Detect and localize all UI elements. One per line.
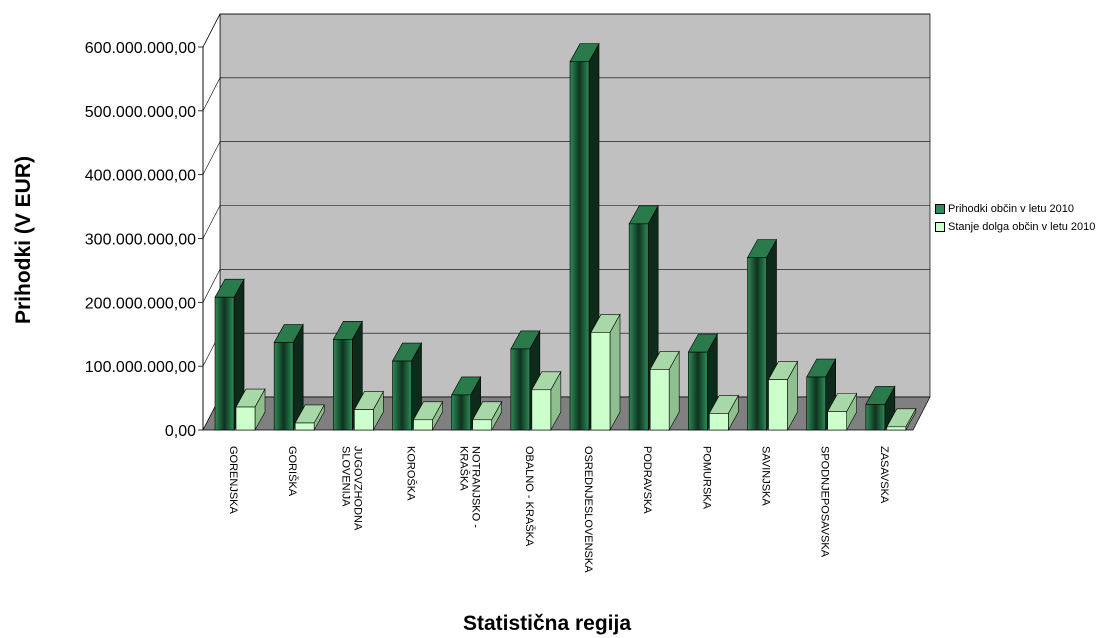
bar-front — [688, 351, 708, 431]
gridline — [202, 77, 930, 111]
gridline — [202, 13, 930, 48]
bar-front — [628, 223, 649, 431]
x-tick-line: GORIŠKA — [286, 446, 299, 497]
x-tick-line: SAVINJSKA — [760, 446, 772, 506]
bar-debt — [827, 392, 858, 432]
x-tick-line: SPODNJEPOSAVSKA — [819, 446, 831, 558]
bar-front — [214, 296, 235, 431]
bar-income — [687, 332, 718, 432]
bar-front — [413, 419, 433, 431]
x-tick-label: ZASAVSKA — [878, 446, 890, 504]
bar-front — [709, 413, 729, 431]
bar-front — [451, 394, 471, 431]
bar-front — [590, 332, 611, 431]
legend: Prihodki občin v letu 2010 Stanje dolga … — [935, 200, 1095, 236]
bar-debt — [590, 313, 621, 432]
x-tick-label: OSREDNJESLOVENSKA — [582, 446, 594, 573]
x-tick-line: SLOVENIJA — [339, 446, 351, 507]
bar-income — [273, 323, 304, 432]
x-tick-line: OSREDNJESLOVENSKA — [582, 446, 594, 573]
legend-swatch-debt — [935, 222, 945, 232]
bar-front — [865, 404, 886, 431]
bar-front — [294, 422, 315, 431]
bar-income — [214, 278, 245, 432]
x-tick-line: KOROŠKA — [405, 446, 418, 501]
bar-income — [451, 375, 482, 432]
gridline — [202, 141, 930, 175]
bar-debt — [886, 407, 917, 432]
x-axis-title: Statistična regija — [463, 612, 631, 635]
legend-item-income: Prihodki občin v letu 2010 — [935, 200, 1095, 218]
x-tick-line: GORENJSKA — [227, 446, 239, 515]
bar-debt — [531, 370, 562, 432]
y-axis-title: Prihodki (V EUR) — [12, 156, 35, 324]
x-tick-label: NOTRANJSKO -KRAŠKA — [458, 446, 482, 528]
bar-front — [354, 409, 374, 431]
x-tick-label: KOROŠKA — [405, 446, 418, 501]
gridlines — [198, 13, 930, 431]
bar-front — [235, 406, 256, 431]
y-tick-label: 600.000.000,00 — [85, 40, 196, 57]
x-tick-label: GORENJSKA — [227, 446, 239, 515]
legend-label-debt: Stanje dolga občin v letu 2010 — [948, 221, 1096, 233]
bar-debt — [353, 390, 384, 432]
bar-front — [827, 411, 847, 431]
x-tick-label: OBALNO - KRAŠKA — [523, 446, 536, 547]
x-tick-line: POMURSKA — [700, 446, 712, 510]
bar-front — [886, 426, 907, 431]
x-tick-line: PODRAVSKA — [641, 446, 653, 514]
legend-swatch-income — [935, 204, 945, 214]
bars — [214, 42, 917, 432]
y-tick-label: 300.000.000,00 — [85, 232, 196, 249]
bar-front — [472, 419, 492, 431]
bar-front — [649, 369, 670, 431]
bar-debt — [649, 350, 680, 432]
x-tick-label: SAVINJSKA — [760, 446, 772, 506]
x-tick-labels: GORENJSKA GORIŠKA JUGOVZHODNASLOVENIJA KORO… — [227, 446, 890, 573]
legend-item-debt: Stanje dolga občin v letu 2010 — [935, 218, 1095, 236]
bar-front — [569, 61, 590, 431]
x-tick-label: JUGOVZHODNASLOVENIJA — [339, 446, 363, 531]
bar-front — [333, 339, 353, 431]
y-tick-labels: 0,00 100.000.000,00 200.000.000,00 300.000.… — [85, 40, 196, 440]
bar-debt — [708, 394, 739, 432]
y-tick-label: 200.000.000,00 — [85, 295, 196, 312]
x-tick-line: KRAŠKA — [458, 446, 471, 491]
bar-front — [510, 348, 531, 431]
bar-side — [609, 313, 621, 432]
y-tick-label: 400.000.000,00 — [85, 168, 196, 185]
x-tick-label: GORIŠKA — [286, 446, 299, 497]
bar-debt — [412, 400, 444, 432]
bar-debt — [472, 400, 503, 432]
bar-front — [392, 360, 412, 431]
y-tick-label: 100.000.000,00 — [85, 359, 196, 376]
x-tick-label: POMURSKA — [700, 446, 712, 510]
x-tick-line: NOTRANJSKO - — [470, 446, 482, 528]
bar-front — [747, 257, 767, 431]
bar-income — [865, 385, 896, 432]
x-tick-line: ZASAVSKA — [878, 446, 890, 504]
x-tick-line: JUGOVZHODNA — [351, 446, 363, 531]
bar-debt — [767, 360, 799, 432]
bar-front — [273, 342, 294, 431]
bar-debt — [294, 403, 325, 432]
x-tick-label: PODRAVSKA — [641, 446, 653, 514]
gridline — [202, 205, 930, 239]
bar-income — [391, 341, 423, 432]
y-tick-label: 0,00 — [165, 423, 196, 440]
gridline — [202, 269, 930, 303]
y-tick-label: 500.000.000,00 — [85, 104, 196, 121]
x-tick-line: OBALNO - KRAŠKA — [523, 446, 536, 547]
x-tick-label: SPODNJEPOSAVSKA — [819, 446, 831, 558]
bar-debt — [235, 387, 266, 432]
bar-front — [768, 379, 788, 431]
bar-front — [531, 389, 552, 431]
legend-label-income: Prihodki občin v letu 2010 — [948, 203, 1074, 215]
bar-front — [806, 376, 826, 431]
